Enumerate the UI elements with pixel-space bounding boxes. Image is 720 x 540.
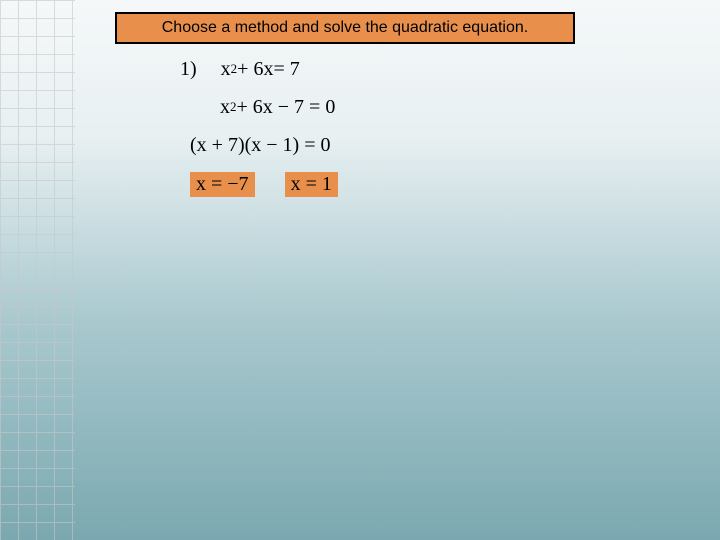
equation-2: x2 + 6x − 7 = 0: [220, 96, 335, 119]
solutions-row: x = −7 x = 1: [190, 172, 338, 197]
instruction-text: Choose a method and solve the quadratic …: [162, 19, 528, 37]
solution-1: x = −7: [190, 172, 255, 197]
solution-2: x = 1: [285, 172, 338, 197]
instruction-box: Choose a method and solve the quadratic …: [115, 12, 575, 44]
equation-1: x2 + 6x = 7: [221, 58, 300, 81]
problem-content: 1) x2 + 6x = 7 x2 + 6x − 7 = 0 (x + 7)(x…: [180, 58, 338, 197]
equation-line-3: (x + 7)(x − 1) = 0: [190, 134, 338, 162]
equation-3: (x + 7)(x − 1) = 0: [190, 134, 330, 157]
equation-line-2: x2 + 6x − 7 = 0: [220, 96, 338, 124]
equation-line-1: 1) x2 + 6x = 7: [180, 58, 338, 86]
problem-number: 1): [180, 58, 197, 81]
sidebar-grid-decoration: [0, 0, 75, 540]
